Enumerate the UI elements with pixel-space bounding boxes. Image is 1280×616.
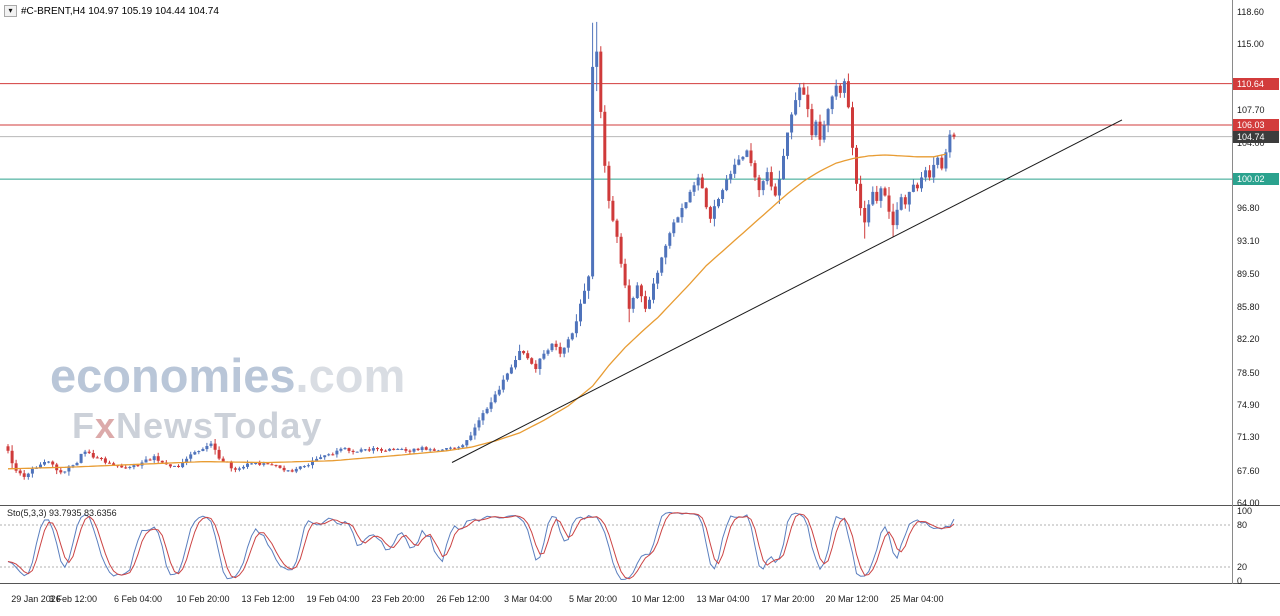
time-axis-label: 6 Feb 04:00 bbox=[113, 594, 163, 604]
price-axis-label: 74.90 bbox=[1237, 400, 1260, 410]
ascending-trendline[interactable] bbox=[451, 119, 1123, 463]
price-axis-label: 89.50 bbox=[1237, 269, 1260, 279]
watermark-tagline-rest: NewsToday bbox=[116, 405, 323, 446]
horizontal-level-lines[interactable] bbox=[0, 83, 1232, 180]
trendline[interactable] bbox=[451, 119, 1123, 463]
time-axis-label: 13 Feb 12:00 bbox=[241, 594, 295, 604]
time-axis-label: 25 Mar 04:00 bbox=[890, 594, 944, 604]
watermark: economies.com FxNewsToday bbox=[50, 352, 405, 444]
price-axis-label: 118.60 bbox=[1237, 7, 1264, 17]
price-axis-label: 71.30 bbox=[1237, 432, 1260, 442]
time-axis-label: 20 Mar 12:00 bbox=[825, 594, 879, 604]
price-badge-104.74: 104.74 bbox=[1233, 131, 1279, 143]
watermark-brand-suffix: .com bbox=[295, 349, 406, 402]
sto-axis-label: 100 bbox=[1237, 506, 1253, 516]
stochastic-lines[interactable] bbox=[0, 511, 1232, 581]
price-axis-label: 96.80 bbox=[1237, 203, 1260, 213]
moving-average-line[interactable] bbox=[7, 153, 947, 470]
chart-symbol-ohlc-info: #C-BRENT,H4 104.97 105.19 104.44 104.74 bbox=[21, 6, 219, 17]
stochastic-indicator-label: Sto(5,3,3) 93.7935 83.6356 bbox=[7, 508, 117, 518]
price-badge-110.64: 110.64 bbox=[1233, 78, 1279, 90]
watermark-brand-main: economies bbox=[50, 349, 296, 402]
watermark-brand: economies.com bbox=[50, 352, 405, 399]
sto-axis-label: 80 bbox=[1237, 520, 1248, 530]
sto-main-line bbox=[7, 511, 955, 581]
price-axis-label: 67.60 bbox=[1237, 466, 1260, 476]
price-axis-label: 107.70 bbox=[1237, 105, 1265, 115]
watermark-tagline: FxNewsToday bbox=[72, 408, 405, 444]
price-axis-label: 64.00 bbox=[1237, 498, 1260, 508]
time-axis-label: 3 Feb 12:00 bbox=[48, 594, 98, 604]
symbol-dropdown-icon[interactable]: ▾ bbox=[4, 5, 17, 17]
price-axis[interactable]: 118.60 115.00 107.70 104.00 96.80 93.10 89.50 8… bbox=[1233, 0, 1280, 586]
watermark-tagline-f: F bbox=[72, 405, 95, 446]
time-axis-label: 10 Feb 20:00 bbox=[176, 594, 230, 604]
price-axis-label: 115.00 bbox=[1237, 39, 1264, 49]
time-axis[interactable]: 29 Jan 2026 3 Feb 12:00 6 Feb 04:00 10 Feb … bbox=[0, 584, 1280, 616]
sto-axis-label: 0 bbox=[1237, 576, 1243, 586]
time-axis-label: 5 Mar 20:00 bbox=[568, 594, 618, 604]
watermark-tagline-x: x bbox=[95, 405, 117, 446]
axis-separators[interactable] bbox=[0, 0, 1280, 589]
price-axis-label: 85.80 bbox=[1237, 302, 1260, 312]
price-axis-label: 78.50 bbox=[1237, 368, 1260, 378]
time-axis-label: 19 Feb 04:00 bbox=[306, 594, 360, 604]
time-axis-label: 29 Jan 2026 bbox=[11, 594, 61, 604]
time-axis-label: 17 Mar 20:00 bbox=[761, 594, 815, 604]
ma-line[interactable] bbox=[7, 153, 947, 470]
price-badge-100.02: 100.02 bbox=[1233, 173, 1279, 185]
price-axis-label: 82.20 bbox=[1237, 334, 1260, 344]
price-badge-106.03: 106.03 bbox=[1233, 119, 1279, 131]
time-axis-label: 26 Feb 12:00 bbox=[436, 594, 490, 604]
sto-signal-line bbox=[7, 512, 955, 580]
time-axis-label: 23 Feb 20:00 bbox=[371, 594, 425, 604]
time-axis-label: 10 Mar 12:00 bbox=[631, 594, 685, 604]
sto-axis-label: 20 bbox=[1237, 562, 1248, 572]
price-axis-label: 93.10 bbox=[1237, 236, 1260, 246]
candles[interactable] bbox=[6, 21, 956, 480]
time-axis-label: 3 Mar 04:00 bbox=[503, 594, 553, 604]
price-axis-label: 104.00 bbox=[1237, 138, 1265, 148]
time-axis-label: 13 Mar 04:00 bbox=[696, 594, 750, 604]
